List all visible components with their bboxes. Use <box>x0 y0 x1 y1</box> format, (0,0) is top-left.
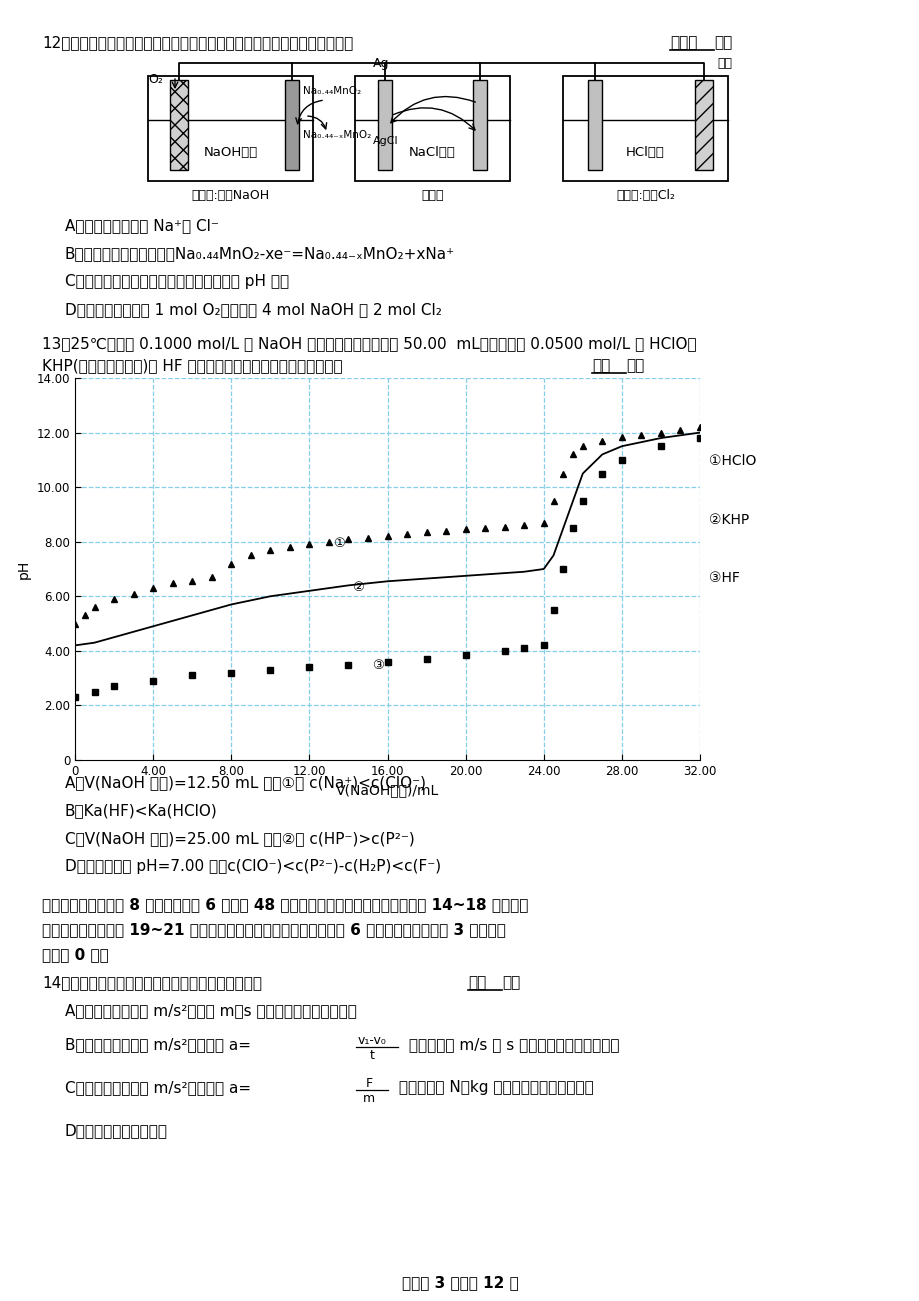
Bar <box>285 79 299 170</box>
Text: A．加速度的单位是 m/s²，是由 m、s 两个基本单位组合而成的: A．加速度的单位是 m/s²，是由 m、s 两个基本单位组合而成的 <box>65 1003 357 1017</box>
Text: ②: ② <box>352 582 364 595</box>
Text: 12．一种清洁、低成本的三步法氯碱工艺工作原理的示意图如图。下列说法: 12．一种清洁、低成本的三步法氯碱工艺工作原理的示意图如图。下列说法 <box>42 35 353 49</box>
Text: 正确: 正确 <box>468 974 486 990</box>
Text: m: m <box>363 1092 375 1105</box>
Text: Ag: Ag <box>372 57 389 70</box>
Text: 14．导出单位是由基本单位组合而成的，下列说法中: 14．导出单位是由基本单位组合而成的，下列说法中 <box>42 974 262 990</box>
Text: ③HF: ③HF <box>709 571 739 585</box>
Text: KHP(邻苯二甲酸氢钾)及 HF 溶液，其滴定曲线如图所示。下列说法: KHP(邻苯二甲酸氢钾)及 HF 溶液，其滴定曲线如图所示。下列说法 <box>42 358 342 373</box>
Text: ①: ① <box>333 536 345 549</box>
Text: AgCl: AgCl <box>372 137 398 146</box>
Text: 试卷第 3 页，共 12 页: 试卷第 3 页，共 12 页 <box>402 1275 517 1291</box>
Text: 的是: 的是 <box>502 974 519 990</box>
Text: 项符合题目要求，第 19~21 题有多项符合题目要求。全部选对的得 6 分，选对但不全的得 3 分，有选: 项符合题目要求，第 19~21 题有多项符合题目要求。全部选对的得 6 分，选对… <box>42 922 505 937</box>
Text: O₂: O₂ <box>148 73 163 86</box>
Text: Na₀.₄₄₋ₓMnO₂: Na₀.₄₄₋ₓMnO₂ <box>302 130 371 141</box>
Text: v₁-v₀: v₁-v₀ <box>357 1034 386 1047</box>
Text: D．理论上，每消耗 1 mol O₂，可生产 4 mol NaOH 和 2 mol Cl₂: D．理论上，每消耗 1 mol O₂，可生产 4 mol NaOH 和 2 mo… <box>65 302 441 317</box>
Text: D．以上说法都是正确的: D．以上说法都是正确的 <box>65 1123 168 1138</box>
Text: 的是: 的是 <box>713 35 732 49</box>
Text: 正确: 正确 <box>591 358 609 373</box>
Text: HCl溶液: HCl溶液 <box>626 146 664 159</box>
Text: ②KHP: ②KHP <box>709 513 749 527</box>
Text: NaCl溶液: NaCl溶液 <box>409 146 456 159</box>
X-axis label: V(NaOH溶液)/mL: V(NaOH溶液)/mL <box>335 783 438 798</box>
Text: B．第一步中阳极反应为：Na₀.₄₄MnO₂-xe⁻=Na₀.₄₄₋ₓMnO₂+xNa⁺: B．第一步中阳极反应为：Na₀.₄₄MnO₂-xe⁻=Na₀.₄₄₋ₓMnO₂+… <box>65 246 455 262</box>
Text: D．分别滴定至 pH=7.00 时，c(ClO⁻)<c(P²⁻)-c(H₂P)<c(F⁻): D．分别滴定至 pH=7.00 时，c(ClO⁻)<c(P²⁻)-c(H₂P)<… <box>65 859 440 874</box>
Text: 不正确: 不正确 <box>669 35 697 49</box>
Text: 石墨: 石墨 <box>716 57 732 70</box>
Text: 的是: 的是 <box>625 358 643 373</box>
Bar <box>472 79 486 170</box>
Bar <box>562 75 727 181</box>
Text: t: t <box>369 1049 374 1062</box>
Text: ③: ③ <box>371 660 383 673</box>
Text: 第二步: 第二步 <box>421 189 443 202</box>
Text: 可知它是由 m/s 和 s 两个基本单位组合而成的: 可知它是由 m/s 和 s 两个基本单位组合而成的 <box>403 1037 618 1053</box>
Text: Na₀.₄₄MnO₂: Na₀.₄₄MnO₂ <box>302 86 361 96</box>
Text: 13．25℃时，用 0.1000 mol/L 的 NaOH 溶液分别滴定体积均为 50.00  mL、浓度均为 0.0500 mol/L 的 HClO、: 13．25℃时，用 0.1000 mol/L 的 NaOH 溶液分别滴定体积均为… <box>42 336 696 351</box>
Bar <box>148 75 312 181</box>
Text: ①HClO: ①HClO <box>709 454 755 468</box>
Bar <box>587 79 601 170</box>
Text: A．V(NaOH 溶液)=12.50 mL 时，①中 c(Na⁺)<c(ClO⁻): A．V(NaOH 溶液)=12.50 mL 时，①中 c(Na⁺)<c(ClO⁻… <box>65 775 425 790</box>
Y-axis label: pH: pH <box>17 559 31 579</box>
Text: C．加速度的单位是 m/s²，由公式 a=: C．加速度的单位是 m/s²，由公式 a= <box>65 1080 251 1095</box>
Text: 第一步:生产NaOH: 第一步:生产NaOH <box>191 189 269 202</box>
Bar <box>355 75 509 181</box>
Text: B．Ka(HF)<Ka(HClO): B．Ka(HF)<Ka(HClO) <box>65 803 218 818</box>
Text: NaOH溶液: NaOH溶液 <box>203 146 257 159</box>
Text: C．V(NaOH 溶液)=25.00 mL 时，②中 c(HP⁻)>c(P²⁻): C．V(NaOH 溶液)=25.00 mL 时，②中 c(HP⁻)>c(P²⁻) <box>65 831 414 846</box>
Bar <box>378 79 391 170</box>
Text: 可知它是由 N、kg 两个基本单位组合而成的: 可知它是由 N、kg 两个基本单位组合而成的 <box>393 1080 593 1095</box>
Text: F: F <box>366 1077 373 1090</box>
Text: 二、选择题：本题共 8 小题，每小题 6 分，共 48 分。在每小题给出的四个选项中，第 14~18 题只有一: 二、选择题：本题共 8 小题，每小题 6 分，共 48 分。在每小题给出的四个选… <box>42 896 528 912</box>
Text: 第三步:生产Cl₂: 第三步:生产Cl₂ <box>616 189 675 202</box>
Text: B．加速度的单位是 m/s²，由公式 a=: B．加速度的单位是 m/s²，由公式 a= <box>65 1037 251 1053</box>
Bar <box>170 79 187 170</box>
Text: 错的得 0 分。: 错的得 0 分。 <box>42 947 108 961</box>
Text: A．第二步是在提取 Na⁺和 Cl⁻: A．第二步是在提取 Na⁺和 Cl⁻ <box>65 219 219 233</box>
Bar <box>694 79 712 170</box>
Text: C．第二步中，放电结束后，电解质溶液的 pH 变小: C．第二步中，放电结束后，电解质溶液的 pH 变小 <box>65 275 289 289</box>
